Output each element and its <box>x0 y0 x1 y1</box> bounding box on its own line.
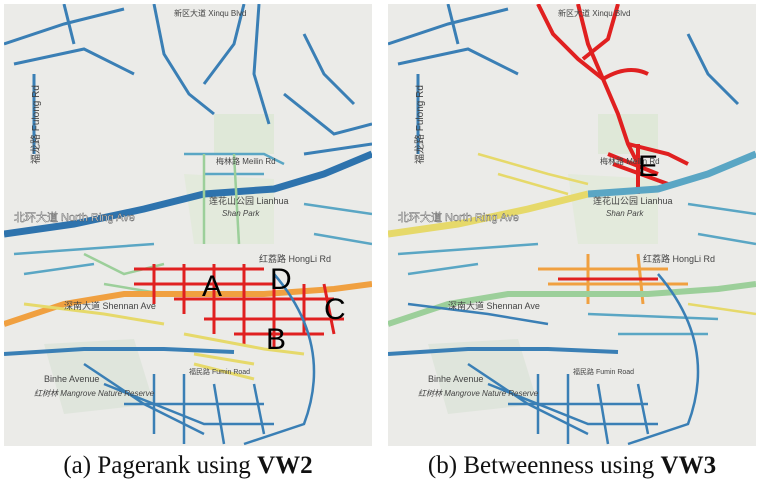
marker-d: D <box>270 263 292 296</box>
label-xinqu: 新区大道 Xinqu Blvd <box>558 8 630 18</box>
road-network-yellow <box>477 152 756 316</box>
road-network-south <box>83 273 316 446</box>
road-network-mid <box>397 202 756 336</box>
mangrove-area <box>44 339 154 414</box>
park-area <box>214 114 274 154</box>
label-meilin: 梅林路 Meilin Rd <box>600 156 660 166</box>
road-network-green <box>83 153 241 296</box>
map-labels: 福龙路 Fulong Rd 北环大道 North Ring Ave 莲花山公园 … <box>398 8 715 398</box>
caption-pagerank: (a) Pagerank using VW2 <box>4 452 372 480</box>
road-network-south <box>407 273 700 446</box>
map-labels: 福龙路 Fulong Rd 北环大道 North Ring Ave 莲花山公园 … <box>14 8 331 398</box>
label-fumin: 福民路 Fumin Road <box>189 367 250 376</box>
label-hongli: 红荔路 HongLi Rd <box>259 253 331 264</box>
high-betweenness-corridor <box>536 4 689 194</box>
label-binhe: Binhe Avenue <box>428 374 483 384</box>
caption-b-bold: VW3 <box>660 452 717 479</box>
label-shennan: 深南大道 Shennan Ave <box>64 300 156 311</box>
caption-betweenness: (b) Betweenness using VW3 <box>388 452 756 480</box>
label-hongli: 红荔路 HongLi Rd <box>643 253 715 264</box>
map-panel-betweenness: 福龙路 Fulong Rd 北环大道 North Ring Ave 莲花山公园 … <box>388 4 756 446</box>
region-markers: E <box>638 150 658 183</box>
label-lianhua: 莲花山公园 Lianhua <box>209 195 289 206</box>
high-rank-core <box>134 264 344 349</box>
road-binhe <box>4 347 235 356</box>
label-north-ring: 北环大道 North Ring Ave <box>398 210 519 224</box>
road-network-north <box>4 4 372 156</box>
road-network-mid <box>13 152 372 276</box>
label-north-ring: 北环大道 North Ring Ave <box>14 210 135 224</box>
marker-b: B <box>266 323 286 356</box>
mangrove-area <box>428 339 538 414</box>
road-network-north <box>388 4 740 154</box>
road-network-yellow <box>23 302 305 381</box>
label-mangrove: 红树林 Mangrove Nature Reserve <box>418 389 539 398</box>
label-shan-park: Shan Park <box>606 209 644 218</box>
road-north-ring-west <box>388 190 589 238</box>
road-shennan <box>4 281 372 327</box>
label-shan-park: Shan Park <box>222 209 260 218</box>
label-mangrove: 红树林 Mangrove Nature Reserve <box>34 389 155 398</box>
map-canvas-a: 福龙路 Fulong Rd 北环大道 North Ring Ave 莲花山公园 … <box>4 4 372 446</box>
caption-a-bold: VW2 <box>257 452 313 479</box>
marker-e: E <box>638 150 658 183</box>
label-fulong: 福龙路 Fulong Rd <box>413 85 426 164</box>
road-binhe <box>388 347 619 356</box>
label-xinqu: 新区大道 Xinqu Blvd <box>174 8 246 18</box>
label-fumin: 福民路 Fumin Road <box>573 367 634 376</box>
map-panel-pagerank: 福龙路 Fulong Rd 北环大道 North Ring Ave 莲花山公园 … <box>4 4 372 446</box>
caption-b-text: (b) Betweenness using <box>427 452 661 479</box>
label-lianhua: 莲花山公园 Lianhua <box>593 195 673 206</box>
label-binhe: Binhe Avenue <box>44 374 99 384</box>
marker-c: C <box>324 293 346 326</box>
road-north-ring-east <box>587 150 756 198</box>
road-shennan <box>388 281 756 327</box>
map-canvas-b: 福龙路 Fulong Rd 北环大道 North Ring Ave 莲花山公园 … <box>388 4 756 446</box>
label-meilin: 梅林路 Meilin Rd <box>216 156 276 166</box>
region-markers: A B C D <box>202 263 346 356</box>
label-shennan: 深南大道 Shennan Ave <box>448 300 540 311</box>
marker-a: A <box>202 270 222 303</box>
caption-a-text: (a) Pagerank using <box>63 452 258 479</box>
label-fulong: 福龙路 Fulong Rd <box>29 85 42 164</box>
